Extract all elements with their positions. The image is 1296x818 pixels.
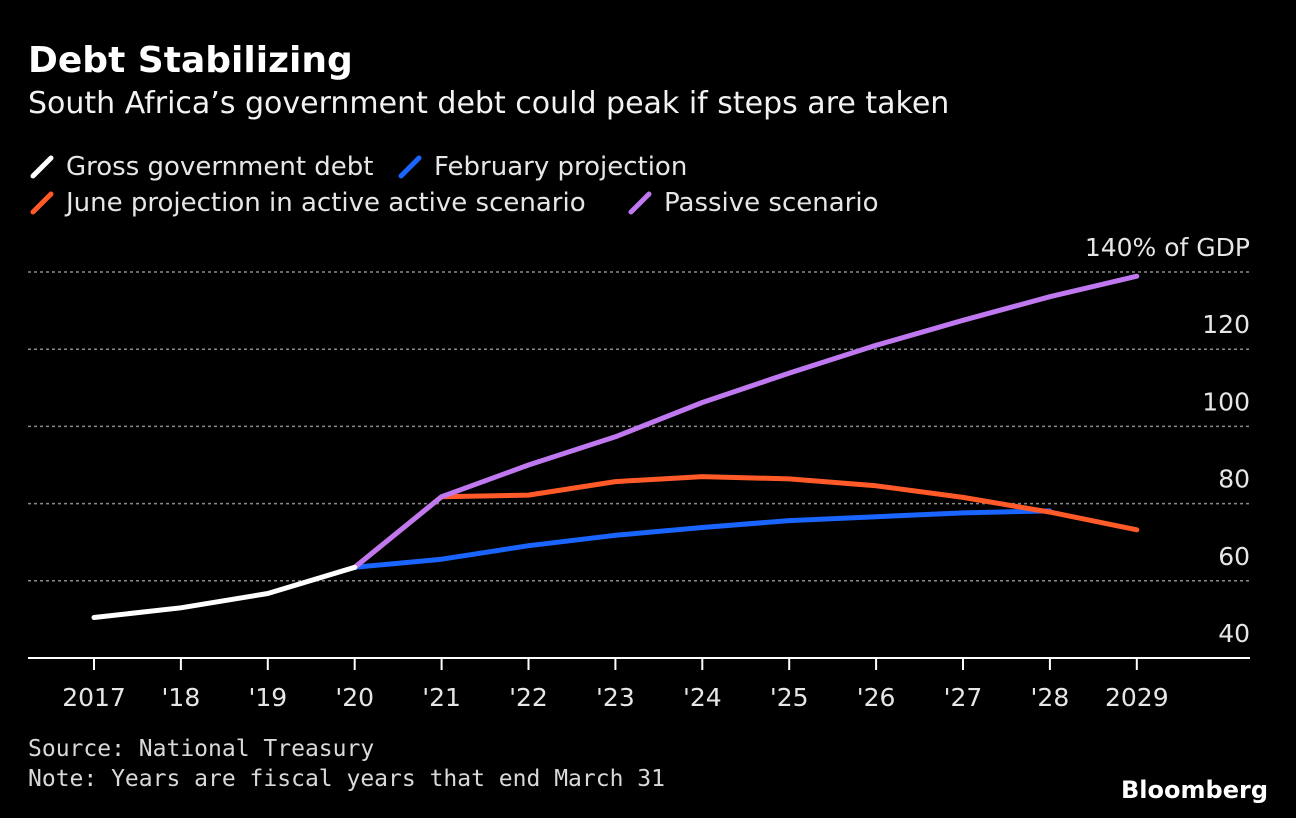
x-tick-label: '23 [596,683,635,712]
y-tick-label: 120 [1202,310,1250,339]
y-axis: 40 60 80 100 120 140% of GDP [1085,233,1250,648]
bloomberg-logo: Bloomberg [1121,776,1268,804]
legend-label-february: February projection [434,152,688,182]
x-tick-label: '22 [509,683,548,712]
legend-item-gross: Gross government debt [30,152,374,182]
x-tick-label: '26 [857,683,896,712]
y-tick-label: 40 [1218,619,1250,648]
legend-swatch-february [398,155,422,179]
x-tick-label: '27 [944,683,983,712]
legend-label-gross: Gross government debt [66,152,374,182]
legend-swatch-passive [628,191,652,215]
chart-title: Debt Stabilizing [28,40,353,81]
source-note: Source: National Treasury [28,736,375,762]
legend-swatch-june [30,191,54,215]
legend-item-june: June projection in active active scenari… [30,188,586,218]
x-tick-label: '21 [422,683,461,712]
y-tick-label: 140% of GDP [1085,233,1250,262]
x-tick-label: 2017 [62,683,126,712]
legend-item-passive: Passive scenario [628,188,878,218]
x-tick-label: 2029 [1105,683,1169,712]
june-projection-line [352,474,1140,570]
legend-swatch-gross [30,155,54,179]
x-tick-label: '19 [248,683,287,712]
footnote: Note: Years are fiscal years that end Ma… [28,766,665,792]
x-tick-label: '20 [335,683,374,712]
x-axis: 2017 '18 '19 '20 '21 '22 '23 '24 '25 '26 '27 '28 202… [62,658,1169,712]
y-tick-label: 80 [1218,465,1250,494]
gross-debt-line [91,564,358,620]
x-tick-label: '25 [770,683,809,712]
legend-label-passive: Passive scenario [664,188,879,218]
chart-subtitle: South Africa’s government debt could pea… [28,86,950,121]
x-tick-label: '28 [1031,683,1070,712]
x-tick-label: '24 [683,683,722,712]
legend-item-february: February projection [398,152,687,182]
y-tick-label: 60 [1218,542,1250,571]
february-projection-line [352,508,1053,570]
passive-scenario-line [352,273,1140,570]
series [91,273,1140,620]
x-tick-label: '18 [162,683,201,712]
y-tick-label: 100 [1202,387,1250,416]
line-chart: 2017 '18 '19 '20 '21 '22 '23 '24 '25 '26 '27 '28 202… [28,233,1250,712]
legend-label-june: June projection in active active scenari… [66,188,586,218]
